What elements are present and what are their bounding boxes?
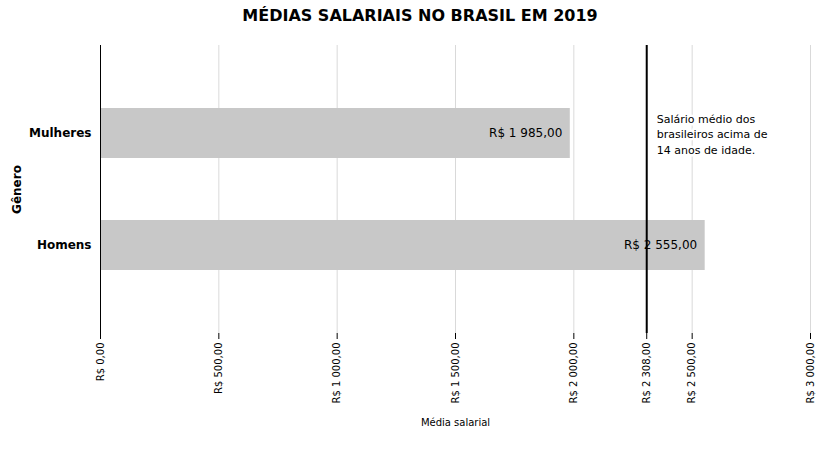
svg-text:R$ 1 500,00: R$ 1 500,00 [450, 343, 461, 404]
svg-text:R$ 1 985,00: R$ 1 985,00 [489, 126, 562, 140]
svg-text:R$ 500,00: R$ 500,00 [213, 343, 224, 394]
svg-text:R$ 2 500,00: R$ 2 500,00 [686, 343, 697, 404]
svg-text:R$ 1 000,00: R$ 1 000,00 [331, 343, 342, 404]
svg-text:R$ 2 000,00: R$ 2 000,00 [568, 343, 579, 404]
svg-text:Média salarial: Média salarial [421, 417, 490, 428]
svg-text:R$ 2 555,00: R$ 2 555,00 [624, 238, 697, 252]
svg-text:Homens: Homens [37, 238, 92, 252]
svg-text:Mulheres: Mulheres [29, 126, 91, 140]
svg-text:Salário médio dosbrasileiros a: Salário médio dosbrasileiros acima de14 … [657, 113, 768, 157]
svg-text:R$ 3 000,00: R$ 3 000,00 [805, 343, 816, 404]
svg-text:R$ 0,00: R$ 0,00 [95, 343, 106, 382]
svg-text:R$ 2 308,00: R$ 2 308,00 [641, 343, 652, 404]
svg-text:Gênero: Gênero [10, 165, 24, 214]
html-text:MÉDIAS SALARIAIS NO BRASIL EM: MÉDIAS SALARIAIS NO BRASIL EM 2019 [242, 6, 598, 25]
